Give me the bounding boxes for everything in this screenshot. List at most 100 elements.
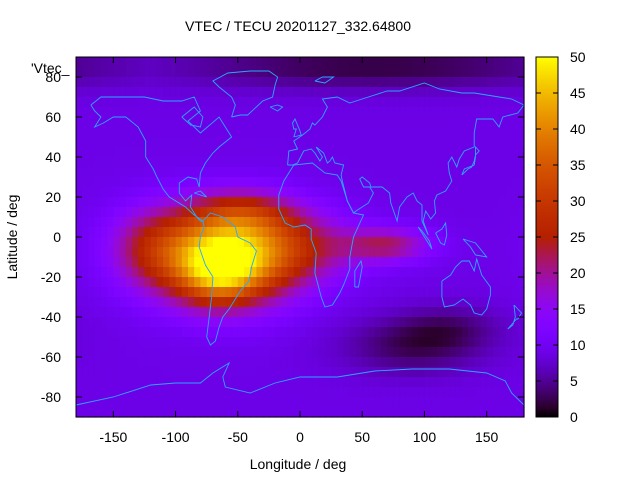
heatmap-cell [225,167,233,178]
heatmap-cell [293,347,301,358]
heatmap-cell [412,247,419,258]
heatmap-cell [300,137,307,148]
heatmap-cell [256,267,264,278]
heatmap-cell [200,377,208,388]
heatmap-cell [306,347,314,358]
heatmap-cell [443,207,450,218]
heatmap-cell [312,237,320,248]
heatmap-cell [138,227,146,238]
heatmap-cell [181,357,189,368]
heatmap-cell [281,337,289,348]
heatmap-cell [511,297,519,308]
heatmap-cell [244,57,251,68]
heatmap-cell [424,107,432,118]
heatmap-cell [337,97,345,108]
heatmap-cell [424,247,432,258]
heatmap-cell [324,227,332,238]
heatmap-cell [480,407,488,418]
heatmap-cell [244,247,251,258]
heatmap-cell [181,217,189,228]
heatmap-cell [511,87,519,98]
heatmap-cell [181,307,189,318]
heatmap-cell [113,57,121,68]
heatmap-cell [387,307,394,318]
heatmap-cell [436,57,444,68]
heatmap-cell [219,337,226,348]
heatmap-cell [293,247,301,258]
heatmap-cell [517,247,525,258]
heatmap-cell [412,287,419,298]
heatmap-cell [231,177,239,188]
heatmap-cell [163,307,170,318]
heatmap-cell [225,257,233,268]
heatmap-cell [169,227,177,238]
heatmap-cell [443,407,450,418]
heatmap-cell [281,187,289,198]
heatmap-cell [206,317,214,328]
heatmap-cell [492,97,500,108]
heatmap-cell [517,357,525,368]
heatmap-cell [492,197,500,208]
heatmap-cell [175,147,183,158]
heatmap-cell [219,127,226,138]
heatmap-cell [219,147,226,158]
heatmap-cell [275,97,282,108]
heatmap-cell [175,337,183,348]
heatmap-cell [387,77,394,88]
heatmap-cell [306,367,314,378]
heatmap-cell [486,67,494,78]
heatmap-cell [480,397,488,408]
heatmap-cell [356,257,363,268]
heatmap-cell [76,277,83,288]
heatmap-cell [436,167,444,178]
heatmap-cell [380,197,388,208]
heatmap-cell [107,87,114,98]
heatmap-cell [405,277,413,288]
heatmap-cell [436,247,444,258]
heatmap-cell [492,127,500,138]
heatmap-cell [76,357,83,368]
heatmap-cell [399,177,407,188]
heatmap-cell [219,237,226,248]
heatmap-cell [163,397,170,408]
heatmap-cell [125,377,133,388]
heatmap-cell [468,97,475,108]
heatmap-cell [293,267,301,278]
heatmap-cell [337,277,345,288]
heatmap-cell [374,237,382,248]
heatmap-cell [461,267,469,278]
heatmap-cell [107,157,114,168]
heatmap-cell [449,137,457,148]
heatmap-cell [181,347,189,358]
heatmap-cell [275,297,282,308]
heatmap-cell [212,357,220,368]
heatmap-cell [250,57,258,68]
heatmap-cell [374,157,382,168]
heatmap-cell [430,167,438,178]
heatmap-cell [486,137,494,148]
heatmap-cell [318,257,326,268]
heatmap-cell [212,137,220,148]
heatmap-cell [107,207,114,218]
heatmap-cell [76,77,83,88]
heatmap-cell [455,377,463,388]
heatmap-cell [461,327,469,338]
heatmap-cell [293,237,301,248]
heatmap-cell [156,87,164,98]
heatmap-cell [237,257,245,268]
heatmap-cell [144,327,152,338]
heatmap-cell [206,327,214,338]
heatmap-cell [156,367,164,378]
heatmap-cell [468,297,475,308]
heatmap-cell [144,247,152,258]
heatmap-cell [82,257,90,268]
heatmap-cell [200,97,208,108]
heatmap-cell [343,307,351,318]
heatmap-cell [480,317,488,328]
heatmap-cell [387,57,394,68]
heatmap-cell [132,377,139,388]
heatmap-cell [293,177,301,188]
heatmap-cell [113,97,121,108]
heatmap-cell [474,57,482,68]
heatmap-cell [293,257,301,268]
